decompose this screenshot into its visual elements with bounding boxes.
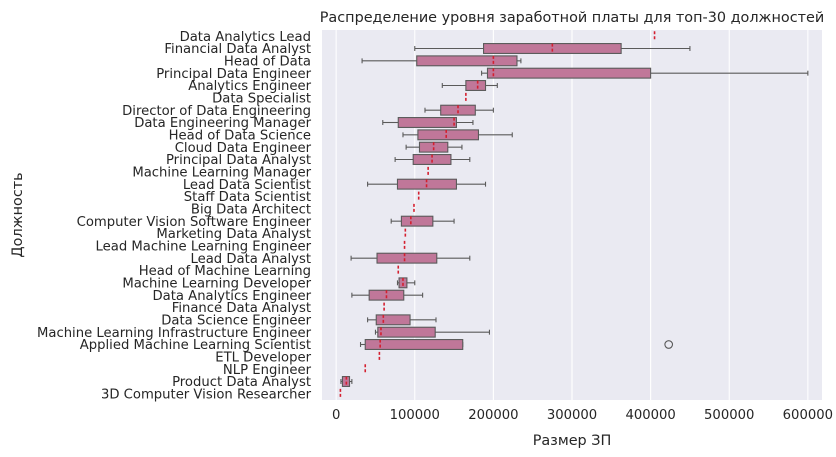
iqr-box — [377, 326, 436, 338]
y-tick-label: 3D Computer Vision Researcher — [101, 387, 312, 402]
iqr-box — [400, 215, 434, 227]
y-tick-label: Head of Machine Learning — [139, 264, 311, 279]
y-tick-label: Lead Data Scientist — [183, 178, 311, 193]
box-group — [414, 43, 691, 54]
box-group — [367, 178, 487, 190]
y-tick-label: Data Science Engineer — [161, 313, 311, 328]
y-tick-label: Data Analytics Lead — [180, 30, 311, 45]
iqr-box — [375, 314, 411, 326]
y-tick-label: Machine Learning Manager — [132, 165, 311, 180]
x-tick-label: 500000 — [704, 408, 754, 423]
y-tick-label: Data Engineering Manager — [134, 116, 311, 131]
y-tick-label: NLP Engineer — [223, 363, 312, 378]
x-tick-label: 200000 — [468, 408, 518, 423]
y-tick-label: Lead Machine Learning Engineer — [96, 239, 312, 254]
y-tick-label: Marketing Data Analyst — [156, 227, 311, 242]
box-group — [351, 289, 424, 301]
box-group — [367, 314, 437, 326]
x-tick-label: 0 — [332, 408, 340, 423]
x-tick-label: 100000 — [390, 408, 440, 423]
x-tick-label: 400000 — [625, 408, 675, 423]
y-tick-label: Lead Data Analyst — [190, 252, 311, 267]
box-group — [424, 104, 494, 116]
y-tick-label: Head of Data Science — [169, 128, 311, 143]
iqr-box — [417, 129, 479, 141]
iqr-box — [364, 339, 464, 350]
box-group — [350, 252, 471, 264]
y-tick-label: Computer Vision Software Engineer — [77, 215, 312, 230]
box-group — [396, 277, 416, 289]
iqr-box — [416, 55, 518, 67]
iqr-box — [465, 80, 487, 91]
iqr-box — [397, 117, 457, 128]
y-tick-label: Applied Machine Learning Scientist — [80, 338, 311, 353]
x-tick-label: 300000 — [547, 408, 597, 423]
y-tick-label: Financial Data Analyst — [164, 42, 311, 57]
y-tick-label: Big Data Architect — [191, 202, 311, 217]
y-tick-label: ETL Developer — [215, 350, 311, 365]
box-group — [405, 141, 463, 153]
y-tick-label: Machine Learning Infrastructure Engineer — [37, 326, 312, 341]
chart-title: Распределение уровня заработной платы дл… — [320, 10, 824, 26]
y-tick-label: Director of Data Engineering — [122, 104, 311, 119]
box-series — [339, 31, 809, 399]
iqr-box — [376, 252, 438, 264]
box-group — [382, 117, 474, 128]
box-group — [390, 215, 455, 227]
y-tick-label: Data Analytics Engineer — [153, 289, 312, 304]
y-tick-label: Head of Data — [224, 54, 311, 69]
y-tick-label: Cloud Data Engineer — [175, 141, 312, 156]
box-group — [361, 55, 522, 67]
outlier-point — [664, 340, 674, 349]
box-group — [340, 376, 353, 387]
y-tick-label: Analytics Engineer — [188, 79, 311, 94]
y-tick-label: Data Specialist — [212, 91, 311, 106]
y-tick-label: Machine Learning Developer — [122, 276, 311, 291]
y-tick-label: Product Data Analyst — [172, 375, 311, 390]
box-group — [402, 129, 513, 141]
box-group — [374, 326, 491, 338]
box-group — [359, 339, 674, 350]
y-tick-label: Principal Data Analyst — [166, 153, 311, 168]
y-tick-label: Finance Data Analyst — [172, 301, 311, 316]
box-group — [394, 154, 471, 165]
y-tick-label: Staff Data Scientist — [184, 190, 311, 205]
y-tick-label: Principal Data Engineer — [156, 67, 311, 82]
x-axis-label: Размер ЗП — [533, 433, 612, 449]
box-group — [481, 67, 809, 79]
grid-lines — [335, 30, 809, 400]
x-tick-labels: 0 100000 200000 300000 400000 500000 600000 — [332, 408, 833, 423]
y-axis-label: Должность — [10, 172, 26, 257]
box-group — [441, 80, 498, 91]
x-tick-label: 600000 — [783, 408, 833, 423]
iqr-box — [486, 67, 652, 79]
